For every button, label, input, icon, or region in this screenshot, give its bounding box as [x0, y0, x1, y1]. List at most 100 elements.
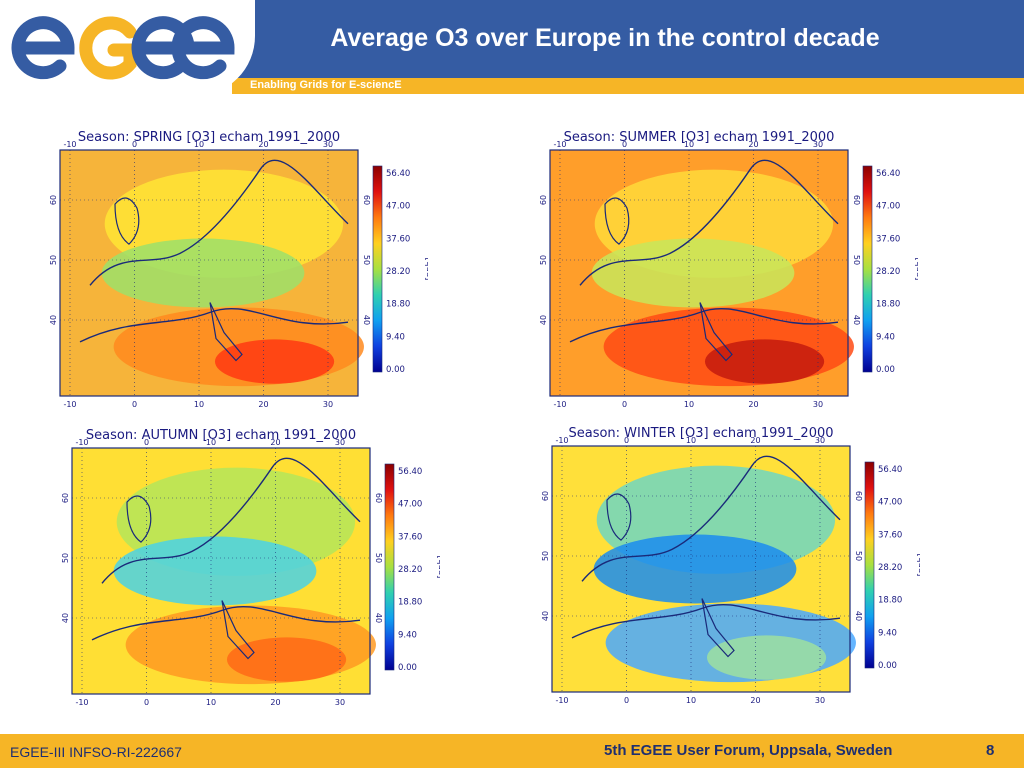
colorbar — [864, 461, 875, 669]
island-outline — [114, 197, 140, 245]
x-tick-label-top: 0 — [144, 438, 149, 447]
x-tick-label-bottom: 30 — [323, 400, 333, 409]
y-tick-label-left: 40 — [539, 315, 548, 325]
map-summer: Season: SUMMER [O3] echam 1991_2000-10-1… — [539, 130, 918, 409]
coastline — [571, 604, 841, 639]
y-tick-label-right: 60 — [374, 493, 383, 503]
y-tick-label-left: 50 — [539, 255, 548, 265]
colorbar-tick-label: 28.20 — [386, 267, 410, 277]
x-tick-label-bottom: 30 — [335, 698, 345, 707]
y-tick-label-right: 50 — [854, 551, 863, 561]
y-tick-label-right: 60 — [362, 195, 371, 205]
colorbar-unit: [ppb] — [437, 556, 440, 579]
page-number: 8 — [986, 742, 995, 759]
colorbar-tick-label: 28.20 — [878, 563, 902, 573]
y-tick-label-right: 40 — [854, 611, 863, 621]
y-tick-label-right: 50 — [362, 255, 371, 265]
x-tick-label-bottom: 0 — [624, 696, 629, 705]
y-tick-label-left: 40 — [541, 611, 550, 621]
x-tick-label-bottom: 0 — [144, 698, 149, 707]
x-tick-label-bottom: -10 — [553, 400, 566, 409]
y-tick-label-left: 40 — [61, 613, 70, 623]
logo-area: egee — [0, 0, 255, 96]
colorbar-tick-label: 47.00 — [878, 498, 902, 508]
x-tick-label-top: 10 — [686, 436, 696, 445]
y-tick-label-right: 40 — [374, 613, 383, 623]
x-tick-label-bottom: 0 — [132, 400, 137, 409]
peninsula-outline — [701, 598, 735, 658]
island-outline — [604, 197, 630, 245]
colorbar-unit: [ppb] — [915, 258, 918, 281]
x-tick-label-bottom: 10 — [194, 400, 204, 409]
header-band — [232, 0, 1024, 78]
x-tick-label-bottom: 0 — [622, 400, 627, 409]
concentration-zone — [113, 536, 317, 606]
colorbar-tick-label: 37.60 — [398, 532, 422, 542]
colorbar-tick-label: 0.00 — [878, 661, 897, 671]
colorbar-tick-label: 9.40 — [398, 630, 417, 640]
map-autumn: Season: AUTUMN [O3] echam 1991_2000-10-1… — [61, 428, 440, 707]
map-panel-summer: Season: SUMMER [O3] echam 1991_2000 -10 -1… — [538, 126, 918, 416]
island-outline — [606, 493, 632, 541]
concentration-zone — [214, 339, 335, 384]
concentration-zone — [704, 339, 825, 384]
map-title: Season: WINTER [O3] echam 1991_2000 — [568, 426, 833, 441]
x-tick-label-top: -10 — [555, 436, 568, 445]
x-tick-label-top: -10 — [75, 438, 88, 447]
x-tick-label-top: -10 — [553, 140, 566, 149]
map-title: Season: AUTUMN [O3] echam 1991_2000 — [86, 428, 356, 443]
coastline — [79, 308, 349, 343]
colorbar-tick-label: 28.20 — [398, 565, 422, 575]
x-tick-label-top: 30 — [323, 140, 333, 149]
map-spring: Season: SPRING [O3] echam 1991_2000-10-1… — [49, 130, 428, 409]
y-tick-label-left: 50 — [61, 553, 70, 563]
x-tick-label-bottom: -10 — [75, 698, 88, 707]
colorbar-tick-label: 47.00 — [876, 202, 900, 212]
x-tick-label-bottom: 30 — [813, 400, 823, 409]
page-subtitle: Enabling Grids for E-sciencE — [250, 79, 402, 91]
peninsula-outline — [209, 302, 243, 362]
map-frame — [59, 149, 359, 397]
peninsula-outline — [221, 600, 255, 660]
x-tick-label-top: 0 — [622, 140, 627, 149]
x-tick-label-top: 20 — [270, 438, 280, 447]
coastline — [89, 159, 349, 286]
y-tick-label-left: 60 — [61, 493, 70, 503]
concentration-zone — [101, 238, 305, 308]
peninsula-outline — [699, 302, 733, 362]
map-frame — [549, 149, 849, 397]
colorbar-tick-label: 47.00 — [398, 500, 422, 510]
colorbar-tick-label: 18.80 — [398, 598, 422, 608]
footer-project-id: EGEE-III INFSO-RI-222667 — [10, 744, 182, 760]
colorbar-tick-label: 18.80 — [876, 300, 900, 310]
x-tick-label-bottom: 10 — [684, 400, 694, 409]
colorbar-tick-label: 18.80 — [878, 596, 902, 606]
coastline — [579, 159, 839, 286]
concentration-zone — [706, 635, 827, 680]
colorbar — [384, 463, 395, 671]
colorbar-unit: [ppb] — [425, 258, 428, 281]
y-tick-label-left: 50 — [49, 255, 58, 265]
x-tick-label-top: 10 — [194, 140, 204, 149]
page-title: Average O3 over Europe in the control de… — [330, 24, 880, 52]
colorbar-tick-label: 9.40 — [876, 332, 895, 342]
concentration-zone — [226, 637, 347, 682]
footer-event: 5th EGEE User Forum, Uppsala, Sweden — [604, 742, 893, 759]
x-tick-label-top: 20 — [748, 140, 758, 149]
map-frame — [551, 445, 851, 693]
x-tick-label-top: 0 — [624, 436, 629, 445]
colorbar-unit: [ppb] — [917, 554, 920, 577]
colorbar-tick-label: 56.40 — [398, 467, 422, 477]
x-tick-label-top: 30 — [815, 436, 825, 445]
colorbar-tick-label: 9.40 — [386, 332, 405, 342]
colorbar-tick-label: 37.60 — [386, 234, 410, 244]
slide-footer: EGEE-III INFSO-RI-222667 5th EGEE User F… — [0, 734, 1024, 768]
y-tick-label-right: 50 — [852, 255, 861, 265]
x-tick-label-top: 20 — [750, 436, 760, 445]
coastline — [101, 457, 361, 584]
colorbar-tick-label: 9.40 — [878, 628, 897, 638]
concentration-zone — [591, 238, 795, 308]
x-tick-label-bottom: 20 — [258, 400, 268, 409]
coastline — [91, 606, 361, 641]
x-tick-label-top: 10 — [206, 438, 216, 447]
